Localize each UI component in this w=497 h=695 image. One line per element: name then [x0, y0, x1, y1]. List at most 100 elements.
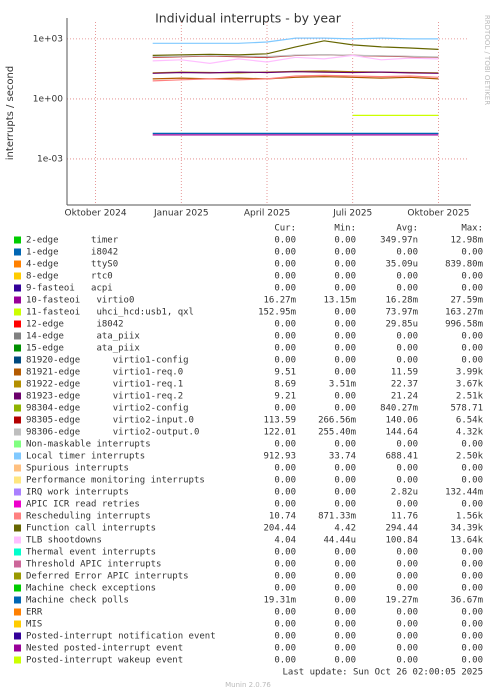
- legend-name: Non-maskable interrupts: [26, 440, 151, 450]
- legend-stat: 163.27m: [445, 308, 483, 318]
- legend-stat: 0.00: [461, 656, 483, 666]
- legend-stat: 9.21: [274, 392, 296, 402]
- legend-stat: 11.76: [391, 512, 418, 522]
- x-tick-label: Juli 2025: [332, 209, 372, 219]
- legend-swatch: [14, 620, 21, 628]
- legend-name: Deferred Error APIC interrupts: [26, 572, 189, 582]
- x-tick-label: Januar 2025: [153, 209, 209, 219]
- legend-stat: 0.00: [334, 560, 356, 570]
- legend-stat: 0.00: [274, 260, 296, 270]
- legend-stat: 0.00: [396, 608, 418, 618]
- legend-stat: 0.00: [396, 344, 418, 354]
- legend-stat: 0.00: [274, 440, 296, 450]
- legend-stat: 2.50k: [456, 452, 484, 462]
- legend-stat: 0.00: [396, 548, 418, 558]
- legend-swatch: [14, 272, 21, 280]
- series-line: [152, 53, 439, 58]
- legend-stat: 0.00: [274, 272, 296, 282]
- legend-stat: 0.00: [274, 236, 296, 246]
- legend-stat: 9.51: [274, 368, 296, 378]
- legend-stat: 0.00: [396, 644, 418, 654]
- side-text: RRDTOOL / TOBI OETIKER: [483, 15, 491, 105]
- legend-swatch: [14, 500, 21, 508]
- legend-stat: 12.98m: [450, 236, 483, 246]
- legend-stat: 0.00: [461, 476, 483, 486]
- legend-swatch: [14, 284, 21, 292]
- legend-swatch: [14, 644, 21, 652]
- legend-stat: 0.00: [334, 476, 356, 486]
- legend-stat: 0.00: [274, 620, 296, 630]
- legend-stat: 6.54k: [456, 416, 484, 426]
- legend-swatch: [14, 584, 21, 592]
- legend-stat: 0.00: [334, 656, 356, 666]
- legend-name: 8-edge rtc0: [26, 272, 113, 282]
- legend-stat: 2.82u: [391, 488, 418, 498]
- legend-stat: 21.24: [391, 392, 418, 402]
- legend-stat: 0.00: [274, 332, 296, 342]
- legend-stat: 0.00: [334, 464, 356, 474]
- legend-stat: 0.00: [396, 620, 418, 630]
- legend-header: Cur:: [274, 224, 296, 234]
- legend-name: Nested posted-interrupt event: [26, 644, 183, 654]
- legend-swatch: [14, 608, 21, 616]
- series-line: [152, 74, 439, 82]
- legend-stat: 0.00: [334, 572, 356, 582]
- legend-name: 81920-edge virtio1-config: [26, 356, 189, 366]
- legend-name: Threshold APIC interrupts: [26, 560, 161, 570]
- legend-name: 10-fasteoi virtio0: [26, 296, 134, 306]
- series-line: [152, 40, 439, 56]
- legend-swatch: [14, 464, 21, 472]
- legend-stat: 44.44u: [323, 536, 356, 546]
- legend-stat: 204.44: [263, 524, 296, 534]
- legend-name: 98306-edge virtio2-output.0: [26, 428, 199, 438]
- legend-stat: 0.00: [396, 356, 418, 366]
- legend-name: Posted-interrupt notification event: [26, 632, 216, 642]
- legend-stat: 688.41: [385, 452, 418, 462]
- legend-name: 4-edge ttyS0: [26, 260, 118, 270]
- legend-stat: 35.09u: [385, 260, 418, 270]
- legend-stat: 0.00: [274, 248, 296, 258]
- legend-swatch: [14, 308, 21, 316]
- legend-stat: 0.00: [461, 344, 483, 354]
- legend-stat: 3.67k: [456, 380, 484, 390]
- legend-name: Machine check exceptions: [26, 584, 156, 594]
- legend-name: MIS: [26, 620, 42, 630]
- legend-stat: 16.27m: [263, 296, 296, 306]
- legend-name: 15-edge ata_piix: [26, 344, 140, 354]
- legend-stat: 0.00: [274, 284, 296, 294]
- legend-name: 9-fasteoi acpi: [26, 284, 113, 294]
- legend-stat: 0.00: [461, 500, 483, 510]
- y-tick-label: 1e+00: [33, 94, 64, 104]
- legend-stat: 0.00: [334, 440, 356, 450]
- legend-stat: 73.97m: [385, 308, 418, 318]
- legend-stat: 3.51m: [329, 380, 356, 390]
- legend-name: 98304-edge virtio2-config: [26, 404, 189, 414]
- legend-name: 81921-edge virtio1-req.0: [26, 368, 183, 378]
- legend-stat: 0.00: [274, 644, 296, 654]
- legend-stat: 0.00: [274, 356, 296, 366]
- legend-stat: 0.00: [274, 656, 296, 666]
- legend-stat: 0.00: [334, 620, 356, 630]
- legend-name: IRQ work interrupts: [26, 488, 129, 498]
- legend-stat: 0.00: [334, 500, 356, 510]
- legend-stat: 912.93: [263, 452, 296, 462]
- legend-stat: 0.00: [274, 560, 296, 570]
- legend-stat: 0.00: [334, 248, 356, 258]
- legend-stat: 19.31m: [263, 596, 296, 606]
- legend-stat: 0.00: [334, 392, 356, 402]
- legend-swatch: [14, 260, 21, 268]
- legend-swatch: [14, 572, 21, 580]
- legend-stat: 0.00: [334, 260, 356, 270]
- legend-stat: 349.97n: [380, 236, 418, 246]
- legend-stat: 840.27m: [380, 404, 418, 414]
- legend-stat: 144.64: [385, 428, 418, 438]
- legend-name: 1-edge i8042: [26, 248, 118, 258]
- legend-stat: 0.00: [274, 500, 296, 510]
- legend-stat: 0.00: [334, 404, 356, 414]
- legend-stat: 0.00: [274, 344, 296, 354]
- legend-stat: 0.00: [334, 344, 356, 354]
- legend-header: Avg:: [396, 224, 418, 234]
- legend-stat: 8.69: [274, 380, 296, 390]
- legend-stat: 0.00: [396, 440, 418, 450]
